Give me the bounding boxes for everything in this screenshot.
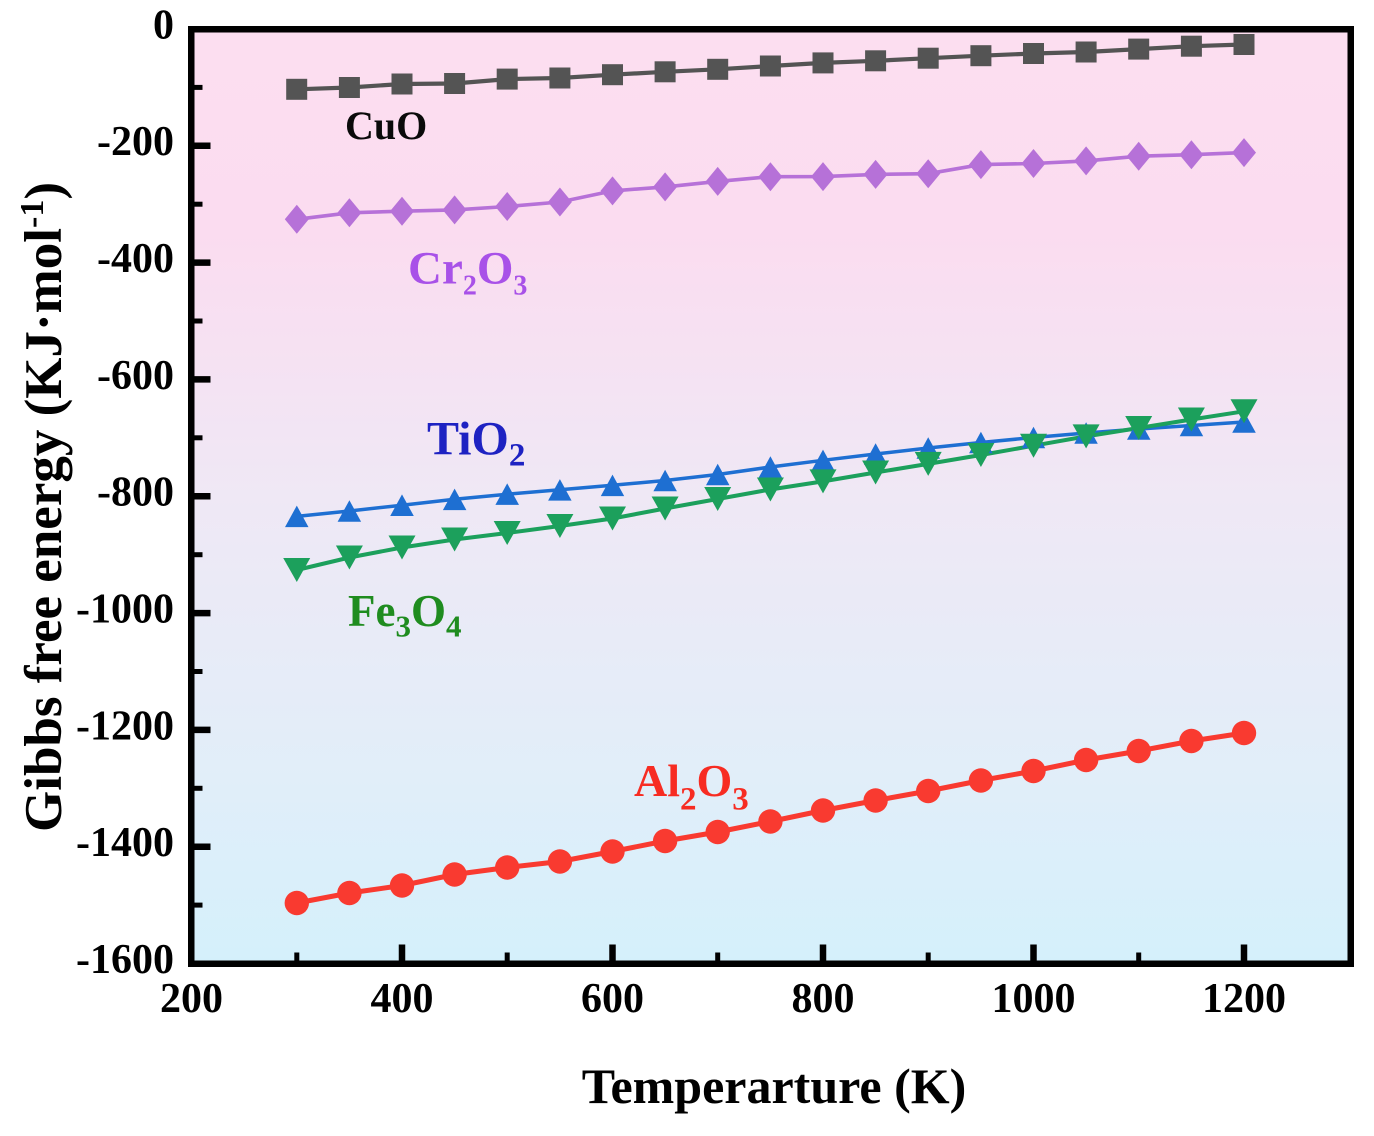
- svg-text:0: 0: [153, 2, 174, 48]
- svg-text:-400: -400: [97, 236, 174, 282]
- svg-text:-800: -800: [97, 470, 174, 516]
- svg-text:TiO2: TiO2: [427, 413, 525, 474]
- svg-text:-200: -200: [97, 119, 174, 165]
- svg-text:-1200: -1200: [76, 703, 174, 749]
- svg-text:1000: 1000: [992, 976, 1076, 1022]
- svg-text:Gibbs free energy (KJ·mol-1): Gibbs free energy (KJ·mol-1): [14, 182, 73, 832]
- svg-text:-1400: -1400: [76, 820, 174, 866]
- svg-text:600: 600: [581, 976, 644, 1022]
- svg-text:800: 800: [792, 976, 855, 1022]
- svg-text:-1600: -1600: [76, 937, 174, 983]
- svg-text:CuO: CuO: [345, 103, 427, 148]
- svg-text:200: 200: [160, 976, 223, 1022]
- svg-text:Temperarture (K): Temperarture (K): [582, 1058, 967, 1114]
- svg-text:1200: 1200: [1202, 976, 1286, 1022]
- svg-text:-1000: -1000: [76, 587, 174, 633]
- svg-text:-600: -600: [97, 353, 174, 399]
- svg-text:400: 400: [371, 976, 434, 1022]
